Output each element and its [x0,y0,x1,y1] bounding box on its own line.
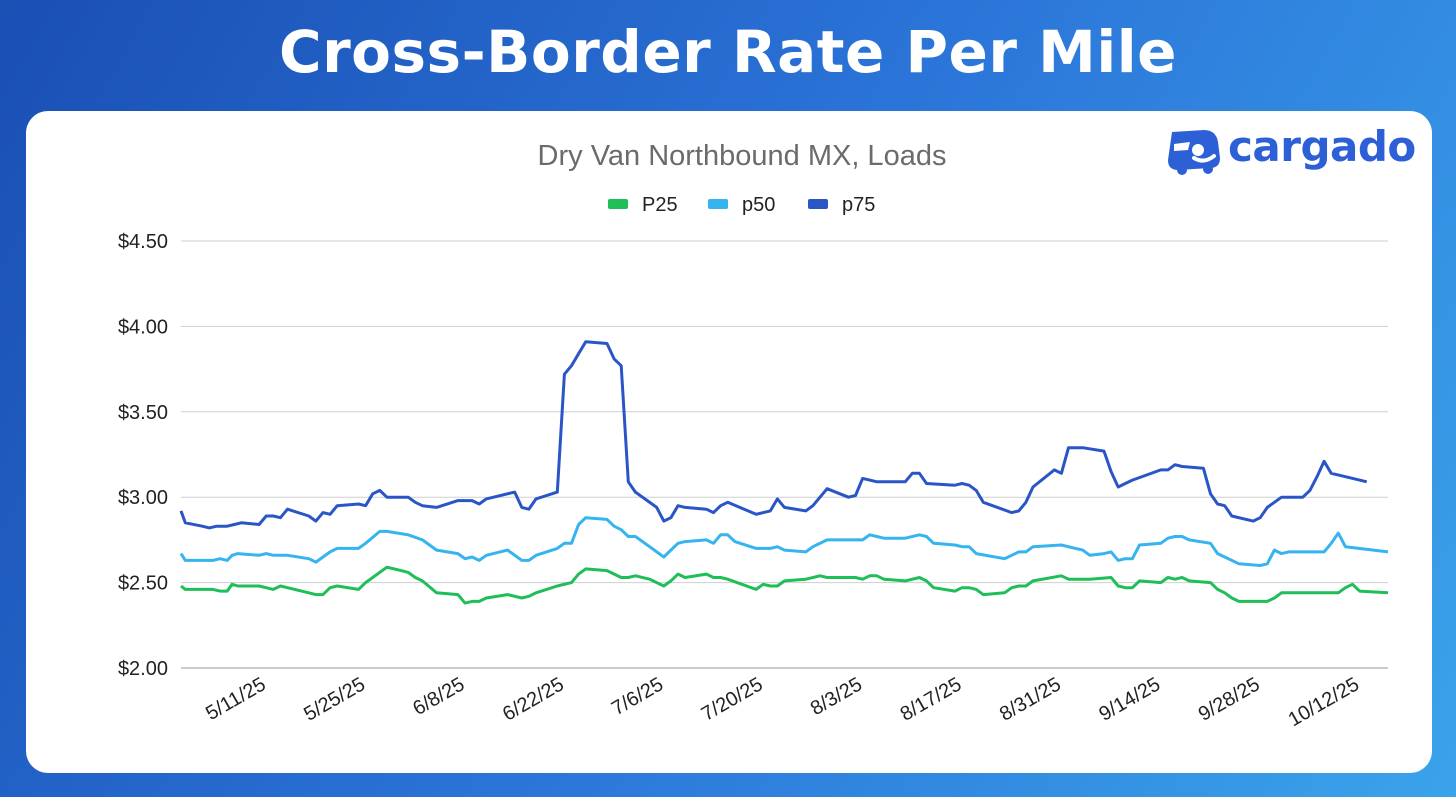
gridlines [181,240,1388,669]
x-tick-label: 5/25/25 [300,673,369,725]
brand-logo: cargado [1164,122,1424,176]
series-line-p75 [179,340,1368,530]
brand-name: cargado [1228,122,1416,171]
chart-title: Dry Van Northbound MX, Loads [538,140,947,172]
x-tick-label: 8/31/25 [996,673,1065,725]
chart-card: cargado [26,111,1432,773]
series-line-p50 [179,516,1389,567]
legend-label-p75: p75 [842,194,875,216]
x-axis-tick-labels: 5/11/25 5/25/25 6/8/25 6/22/25 7/6/25 7/20/25… [202,673,1363,731]
y-tick-label: $3.00 [118,487,168,509]
x-tick-label: 7/6/25 [608,673,667,720]
x-tick-label: 5/11/25 [202,673,270,725]
x-tick-label: 9/14/25 [1095,673,1164,725]
legend-swatch-p25 [608,199,628,209]
y-tick-label: $4.00 [118,316,168,338]
y-tick-label: $2.50 [118,573,168,595]
series-line-p25 [180,565,1389,605]
x-tick-label: 6/22/25 [499,673,568,725]
y-tick-label: $4.50 [118,231,168,253]
y-axis-tick-labels: $2.00 $2.50 $3.00 $3.50 $4.00 $4.50 [118,231,168,680]
legend-label-p25: P25 [642,194,678,216]
x-tick-label: 7/20/25 [698,673,767,725]
x-tick-label: 8/3/25 [807,673,866,720]
legend-swatch-p50 [708,199,728,209]
x-tick-label: 8/17/25 [897,673,966,725]
legend-label-p50: p50 [742,194,775,216]
y-tick-label: $2.00 [118,658,168,680]
legend-swatch-p75 [808,199,828,209]
x-tick-label: 10/12/25 [1285,673,1363,731]
x-tick-label: 9/28/25 [1195,673,1264,725]
page-title: Cross-Border Rate Per Mile [279,18,1177,86]
series-lines [179,340,1389,605]
x-tick-label: 6/8/25 [409,673,468,720]
y-tick-label: $3.50 [118,402,168,424]
cargado-truck-icon [1168,130,1220,175]
chart-legend: P25 p50 p75 [608,194,875,216]
